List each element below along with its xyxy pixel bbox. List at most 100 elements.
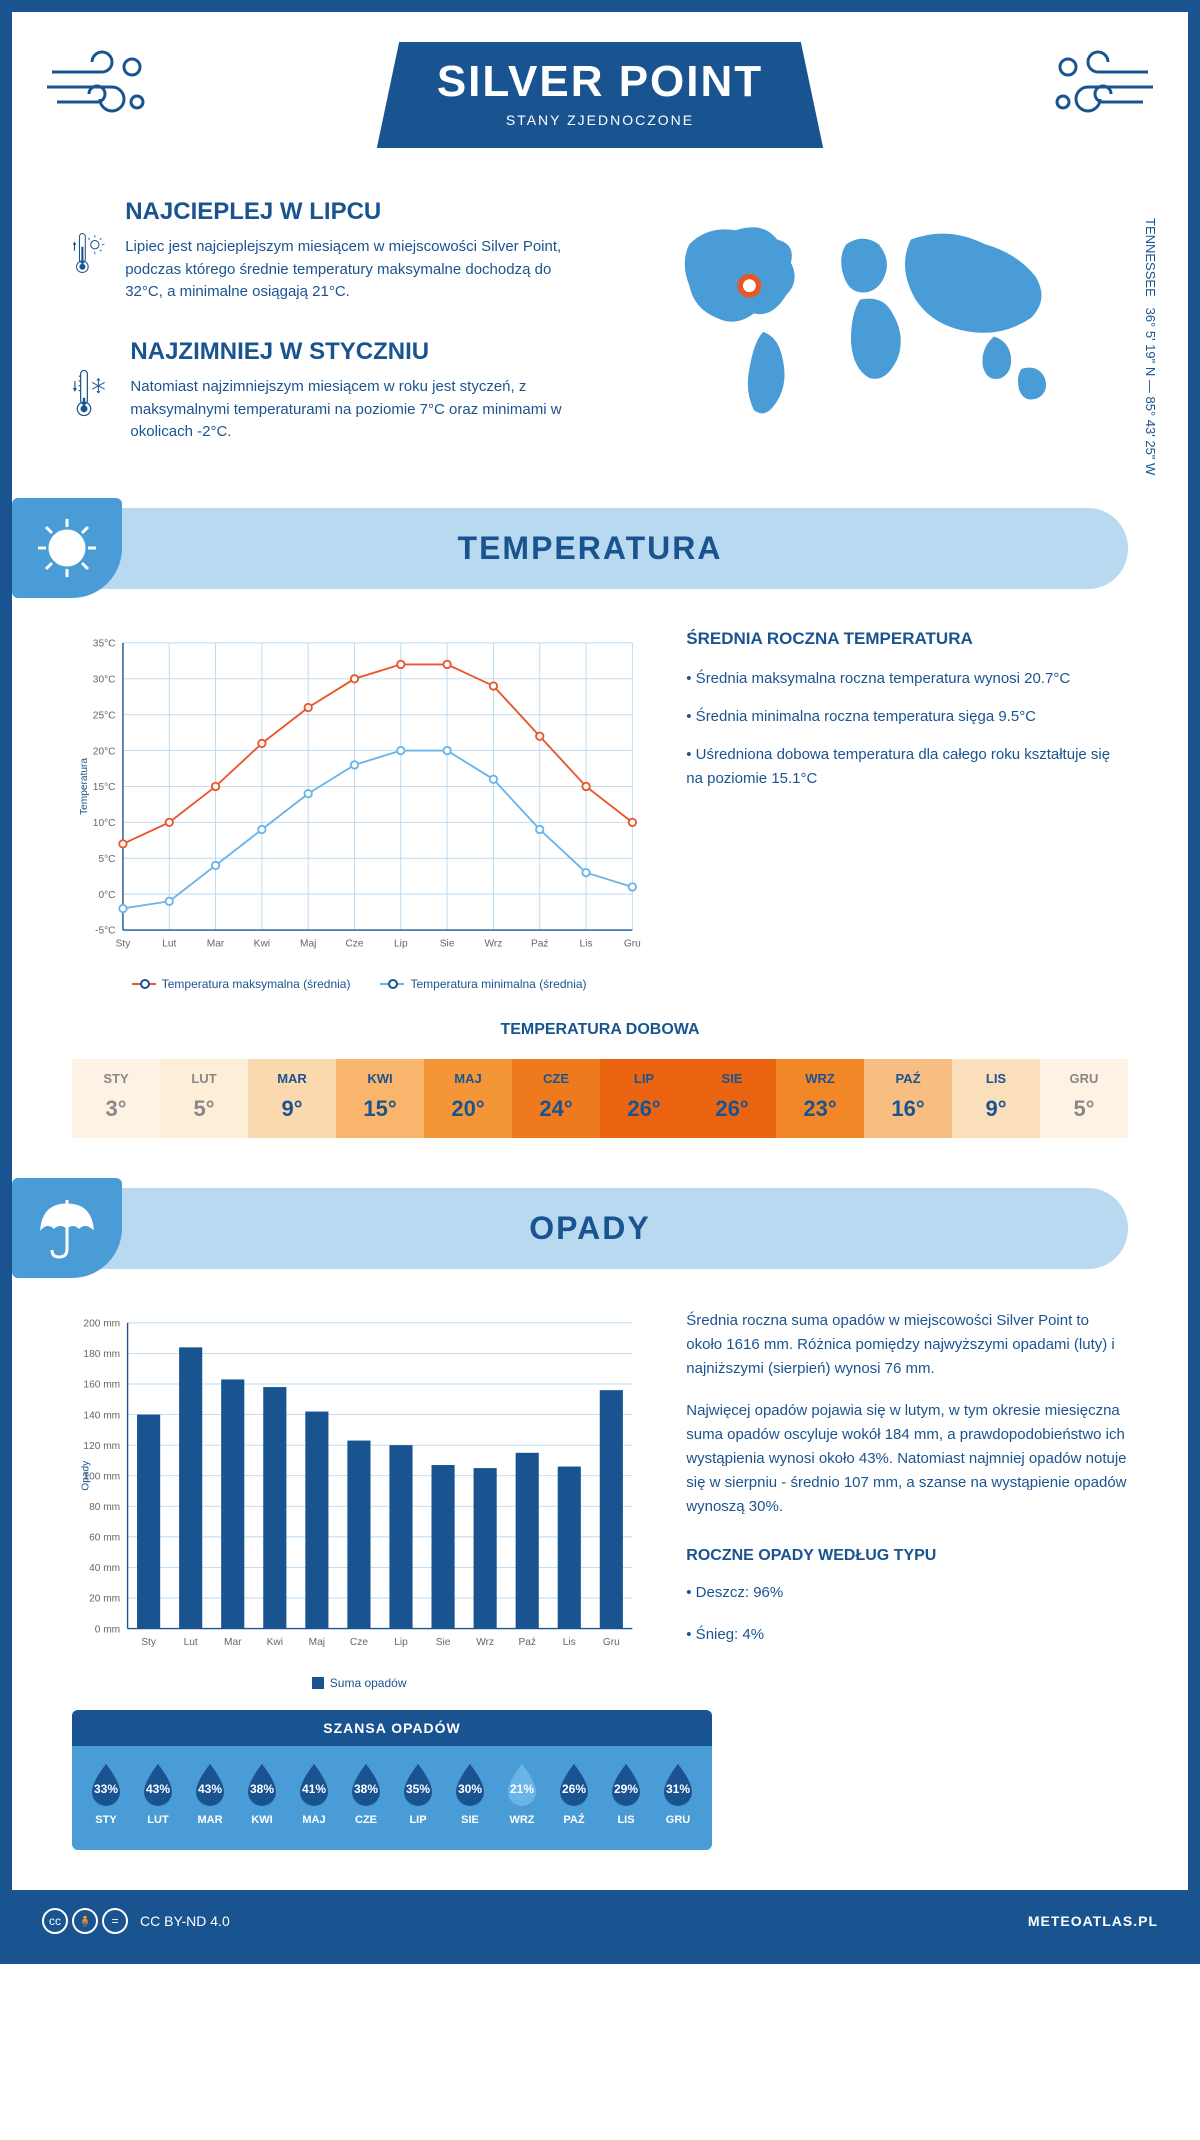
- svg-text:Sty: Sty: [116, 939, 132, 950]
- temperature-bullet: • Średnia maksymalna roczna temperatura …: [686, 667, 1128, 691]
- daily-temp-cell: SIE26°: [688, 1059, 776, 1138]
- daily-temp-cell: GRU5°: [1040, 1059, 1128, 1138]
- precipitation-section-header: OPADY: [52, 1188, 1128, 1269]
- temperature-legend: Temperatura maksymalna (średnia) Tempera…: [72, 977, 646, 991]
- thermometer-hot-icon: [72, 198, 105, 308]
- svg-text:30°C: 30°C: [93, 674, 116, 685]
- coldest-title: NAJZIMNIEJ W STYCZNIU: [130, 338, 580, 366]
- precipitation-summary: Średnia roczna suma opadów w miejscowośc…: [686, 1309, 1128, 1690]
- license-text: CC BY-ND 4.0: [140, 1913, 230, 1929]
- svg-text:Cze: Cze: [345, 939, 363, 950]
- sun-icon: [12, 498, 122, 598]
- svg-text:20 mm: 20 mm: [89, 1594, 120, 1605]
- daily-temp-cell: WRZ23°: [776, 1059, 864, 1138]
- svg-text:15°C: 15°C: [93, 782, 116, 793]
- svg-text:Lis: Lis: [563, 1638, 576, 1649]
- precipitation-content: 0 mm20 mm40 mm60 mm80 mm100 mm120 mm140 …: [12, 1269, 1188, 1710]
- title-banner: SILVER POINT STANY ZJEDNOCZONE: [377, 42, 823, 148]
- svg-text:Wrz: Wrz: [476, 1638, 494, 1649]
- svg-text:Lip: Lip: [394, 939, 408, 950]
- warmest-text: Lipiec jest najcieplejszym miesiącem w m…: [125, 236, 580, 304]
- page-title: SILVER POINT: [437, 57, 763, 107]
- daily-temp-cell: MAR9°: [248, 1059, 336, 1138]
- world-map: [620, 198, 1128, 438]
- svg-text:10°C: 10°C: [93, 818, 116, 829]
- daily-temp-cell: LUT5°: [160, 1059, 248, 1138]
- svg-text:200 mm: 200 mm: [83, 1319, 120, 1330]
- warmest-title: NAJCIEPLEJ W LIPCU: [125, 198, 580, 226]
- coldest-text: Natomiast najzimniejszym miesiącem w rok…: [130, 376, 580, 444]
- page-subtitle: STANY ZJEDNOCZONE: [437, 112, 763, 128]
- svg-text:20°C: 20°C: [93, 746, 116, 757]
- temperature-section-header: TEMPERATURA: [52, 508, 1128, 589]
- chance-cell: 35%LIP: [394, 1760, 442, 1826]
- svg-text:Lip: Lip: [394, 1638, 408, 1649]
- coordinates: TENNESSEE 36° 5' 19" N — 85° 43' 25" W: [1143, 218, 1158, 475]
- svg-text:Lut: Lut: [162, 939, 176, 950]
- svg-text:Paź: Paź: [531, 939, 549, 950]
- chance-cell: 26%PAŹ: [550, 1760, 598, 1826]
- daily-temp-cell: STY3°: [72, 1059, 160, 1138]
- precip-type-item: • Śnieg: 4%: [686, 1623, 1128, 1647]
- chance-cell: 31%GRU: [654, 1760, 702, 1826]
- cc-icons: cc🧍=: [42, 1908, 128, 1934]
- daily-temp-cell: KWI15°: [336, 1059, 424, 1138]
- daily-temp-cell: LIP26°: [600, 1059, 688, 1138]
- chance-cell: 30%SIE: [446, 1760, 494, 1826]
- svg-text:Maj: Maj: [309, 1638, 325, 1649]
- precipitation-chart: 0 mm20 mm40 mm60 mm80 mm100 mm120 mm140 …: [72, 1309, 646, 1690]
- svg-text:35°C: 35°C: [93, 639, 116, 650]
- daily-temp-cell: MAJ20°: [424, 1059, 512, 1138]
- svg-text:Temperatura: Temperatura: [79, 758, 90, 815]
- warmest-block: NAJCIEPLEJ W LIPCU Lipiec jest najcieple…: [72, 198, 580, 308]
- svg-text:Kwi: Kwi: [254, 939, 270, 950]
- svg-text:0 mm: 0 mm: [95, 1625, 120, 1636]
- svg-text:180 mm: 180 mm: [83, 1350, 120, 1361]
- daily-temp-cell: PAŹ16°: [864, 1059, 952, 1138]
- svg-text:Gru: Gru: [603, 1638, 620, 1649]
- chance-cell: 33%STY: [82, 1760, 130, 1826]
- svg-text:Mar: Mar: [207, 939, 225, 950]
- svg-text:Opady: Opady: [81, 1460, 92, 1491]
- svg-text:Gru: Gru: [624, 939, 641, 950]
- intro-section: NAJCIEPLEJ W LIPCU Lipiec jest najcieple…: [12, 188, 1188, 508]
- coldest-block: NAJZIMNIEJ W STYCZNIU Natomiast najzimni…: [72, 338, 580, 448]
- chance-cell: 29%LIS: [602, 1760, 650, 1826]
- svg-text:Maj: Maj: [300, 939, 316, 950]
- svg-text:-5°C: -5°C: [95, 926, 115, 937]
- svg-text:120 mm: 120 mm: [83, 1441, 120, 1452]
- svg-text:Lut: Lut: [184, 1638, 198, 1649]
- svg-text:5°C: 5°C: [98, 854, 115, 865]
- temperature-summary: ŚREDNIA ROCZNA TEMPERATURA • Średnia mak…: [686, 629, 1128, 991]
- map-column: TENNESSEE 36° 5' 19" N — 85° 43' 25" W: [620, 198, 1128, 478]
- header: SILVER POINT STANY ZJEDNOCZONE: [12, 12, 1188, 188]
- chance-cell: 21%WRZ: [498, 1760, 546, 1826]
- daily-temperature: TEMPERATURA DOBOWA STY3°LUT5°MAR9°KWI15°…: [12, 1011, 1188, 1188]
- svg-text:Cze: Cze: [350, 1638, 368, 1649]
- svg-text:Sty: Sty: [141, 1638, 157, 1649]
- location-marker: [740, 276, 758, 294]
- daily-temp-cell: LIS9°: [952, 1059, 1040, 1138]
- svg-text:0°C: 0°C: [98, 890, 115, 901]
- svg-text:80 mm: 80 mm: [89, 1502, 120, 1513]
- chance-cell: 38%CZE: [342, 1760, 390, 1826]
- precip-type-item: • Deszcz: 96%: [686, 1581, 1128, 1605]
- svg-text:Wrz: Wrz: [484, 939, 502, 950]
- svg-text:Sie: Sie: [436, 1638, 451, 1649]
- wind-icon: [1048, 47, 1158, 127]
- precipitation-legend: Suma opadów: [72, 1676, 646, 1690]
- precipitation-chance: SZANSA OPADÓW 33%STY43%LUT43%MAR38%KWI41…: [12, 1710, 1188, 1890]
- temperature-bullet: • Średnia minimalna roczna temperatura s…: [686, 705, 1128, 729]
- svg-text:Sie: Sie: [440, 939, 455, 950]
- daily-temp-cell: CZE24°: [512, 1059, 600, 1138]
- thermometer-cold-icon: [72, 338, 110, 448]
- chance-cell: 43%LUT: [134, 1760, 182, 1826]
- umbrella-icon: [12, 1178, 122, 1278]
- temperature-chart: -5°C 0°C 5°C 10°C 15°C 20°C 25°C 30°C 35°C Sty Lut…: [72, 629, 646, 991]
- chance-cell: 41%MAJ: [290, 1760, 338, 1826]
- svg-text:Paź: Paź: [518, 1638, 536, 1649]
- svg-text:25°C: 25°C: [93, 710, 116, 721]
- svg-text:Lis: Lis: [580, 939, 593, 950]
- svg-text:160 mm: 160 mm: [83, 1380, 120, 1391]
- svg-text:Mar: Mar: [224, 1638, 242, 1649]
